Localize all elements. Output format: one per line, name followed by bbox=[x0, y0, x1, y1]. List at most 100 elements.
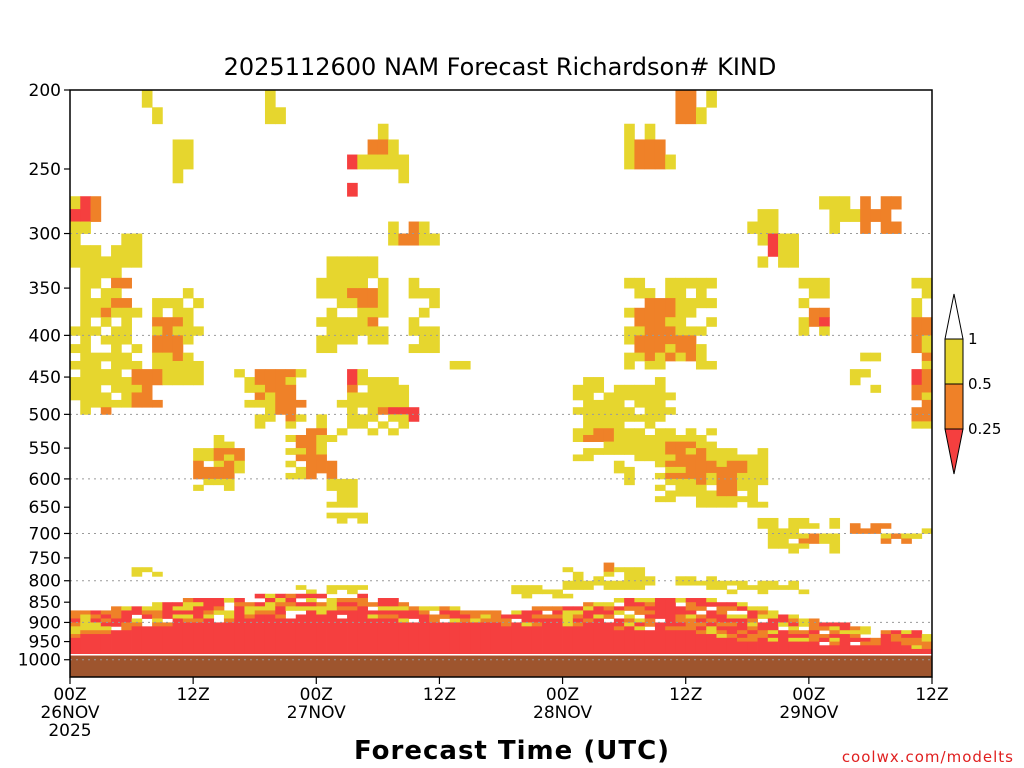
ri-cell-low bbox=[737, 641, 748, 661]
ri-cell-high bbox=[572, 384, 584, 401]
x-tick-label-0-1: 00Z bbox=[53, 685, 86, 705]
ri-cell-high bbox=[347, 317, 358, 345]
plot-frame bbox=[69, 89, 933, 678]
credit-link[interactable]: coolwx.com/modelts bbox=[842, 748, 1014, 766]
ri-cell-high bbox=[285, 606, 297, 611]
ri-cell-high bbox=[70, 196, 81, 210]
ri-cell-high bbox=[675, 466, 687, 474]
ri-cell-high bbox=[675, 352, 687, 362]
ri-cell-mid bbox=[295, 454, 307, 462]
ri-cell-high bbox=[788, 233, 799, 268]
ri-cell-high bbox=[521, 622, 533, 627]
ri-cell-low bbox=[162, 602, 174, 619]
ri-cell-mid bbox=[316, 454, 327, 474]
ri-cell-high bbox=[706, 441, 717, 462]
ri-cell-high bbox=[654, 496, 666, 503]
ri-cell-mid bbox=[347, 384, 358, 393]
ri-cell-mid bbox=[285, 369, 297, 378]
ri-cell-low bbox=[685, 598, 697, 603]
ri-cell-low bbox=[572, 618, 584, 623]
ri-cell-mid bbox=[675, 335, 687, 354]
ri-cell-high bbox=[152, 352, 163, 370]
ri-cell-mid bbox=[254, 392, 266, 401]
ri-cell-high bbox=[70, 626, 81, 635]
ri-cell-low bbox=[767, 233, 779, 257]
ri-cell-low bbox=[593, 618, 605, 661]
ri-cell-mid bbox=[121, 298, 132, 309]
ri-cell-low bbox=[172, 602, 184, 607]
ri-cell-high bbox=[603, 392, 615, 429]
ri-cell-low bbox=[613, 606, 625, 611]
ri-cell-high bbox=[860, 369, 871, 378]
ri-cell-mid bbox=[644, 618, 656, 627]
ri-cell-low bbox=[911, 369, 923, 386]
ri-cell-mid bbox=[80, 610, 91, 615]
ri-cell-mid bbox=[100, 618, 112, 623]
ri-cell-low bbox=[562, 626, 574, 661]
ri-cell-high bbox=[706, 277, 717, 289]
legend-label-1: 1 bbox=[968, 330, 978, 348]
ri-cell-high bbox=[757, 517, 769, 529]
ri-cell-high bbox=[685, 576, 697, 586]
ri-cell-mid bbox=[716, 622, 728, 627]
ri-cell-high bbox=[131, 360, 143, 370]
ri-cell-high bbox=[695, 326, 707, 336]
ri-cell-high bbox=[583, 448, 594, 462]
ri-cell-high bbox=[685, 478, 697, 497]
y-tick-label-1000: 1000 bbox=[18, 651, 61, 671]
ri-cell-high bbox=[244, 377, 256, 393]
ri-cell-high bbox=[911, 298, 923, 318]
ri-cell-mid bbox=[223, 618, 235, 623]
ri-cell-low bbox=[603, 622, 615, 661]
ri-cell-mid bbox=[459, 610, 471, 615]
ri-cell-high bbox=[767, 630, 779, 635]
ri-cell-high bbox=[367, 307, 379, 318]
ri-cell-high bbox=[552, 589, 563, 599]
ri-cell-high bbox=[193, 448, 204, 462]
ri-cell-high bbox=[254, 399, 266, 408]
ri-cell-mid bbox=[357, 598, 368, 607]
ri-cell-low bbox=[295, 593, 307, 599]
ri-cell-mid bbox=[870, 209, 882, 222]
ri-cell-high bbox=[808, 277, 820, 299]
ri-cell-high bbox=[141, 90, 153, 108]
ri-cell-high bbox=[347, 512, 358, 519]
ri-cell-mid bbox=[152, 399, 163, 408]
ri-cell-low bbox=[726, 626, 738, 635]
ri-cell-low bbox=[285, 598, 297, 603]
ri-cell-high bbox=[603, 602, 615, 607]
ri-cell-mid bbox=[223, 460, 235, 480]
ri-cell-high bbox=[685, 326, 697, 336]
ri-cell-high bbox=[336, 585, 348, 590]
ri-cell-low bbox=[306, 610, 317, 661]
ri-cell-high bbox=[121, 352, 132, 370]
ri-cell-low bbox=[501, 614, 512, 619]
ri-cell-mid bbox=[131, 392, 143, 408]
ri-cell-low bbox=[654, 598, 666, 619]
ri-cell-high bbox=[706, 90, 717, 108]
y-tick-label-750: 750 bbox=[29, 549, 61, 569]
ri-cell-high bbox=[665, 344, 676, 354]
ri-cell-high bbox=[295, 606, 307, 611]
ri-cell-low bbox=[808, 641, 820, 661]
ri-cell-mid bbox=[275, 614, 286, 619]
ri-cell-high bbox=[285, 448, 297, 455]
ri-cell-mid bbox=[685, 335, 697, 362]
ri-cell-mid bbox=[336, 606, 348, 611]
ri-cell-low bbox=[706, 610, 717, 619]
ri-cell-high bbox=[613, 610, 625, 615]
ri-cell-high bbox=[675, 598, 687, 603]
ri-cell-high bbox=[634, 567, 646, 590]
ri-cell-low bbox=[90, 618, 102, 623]
ri-cell-low bbox=[695, 626, 707, 631]
ri-cell-high bbox=[644, 288, 656, 299]
ri-cell-high bbox=[634, 626, 646, 631]
ri-cell-low bbox=[644, 630, 656, 661]
ri-cell-mid bbox=[583, 602, 594, 607]
ri-cell-low bbox=[737, 606, 748, 611]
ri-cell-high bbox=[336, 399, 348, 408]
ri-cell-low bbox=[583, 622, 594, 661]
ri-cell-high bbox=[911, 645, 923, 650]
y-tick-label-900: 900 bbox=[29, 613, 61, 633]
